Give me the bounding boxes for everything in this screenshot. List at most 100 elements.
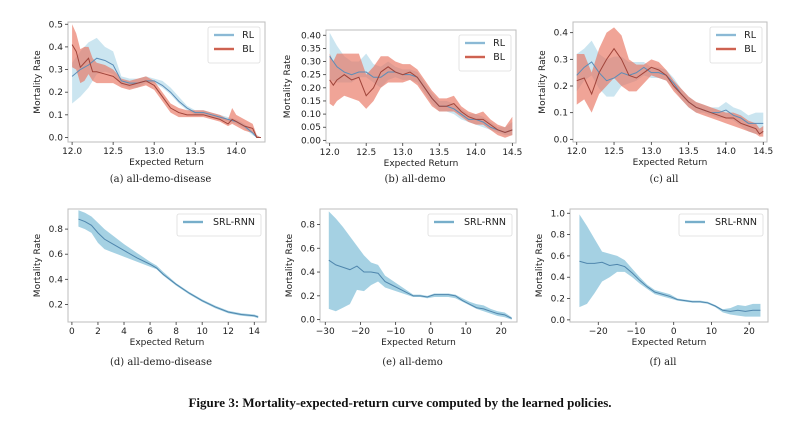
- y-tick-label: 0.35: [301, 44, 321, 54]
- x-axis-label: Expected Return: [384, 159, 459, 169]
- x-axis-label: Expected Return: [632, 338, 707, 348]
- legend-label-srl-rnn: SRL-RNN: [464, 217, 506, 228]
- confidence-band-rl: [72, 37, 261, 138]
- plot-marks: [71, 24, 261, 138]
- y-tick-label: 0.05: [301, 123, 321, 133]
- y-tick-label: 0.8: [551, 231, 566, 241]
- x-tick-label: 8: [173, 327, 179, 337]
- subplot-e: −30 −20 −10 0 10 20 0.0 0.2 0.4 0.6 0.8 Expected Re…: [285, 208, 518, 368]
- x-tick-label: −20: [589, 327, 608, 337]
- y-axis-label: Mortality Rate: [33, 50, 43, 114]
- y-tick-label: 0.00: [301, 136, 321, 146]
- legend: RL BL: [458, 34, 512, 72]
- x-tick-label: 0: [69, 327, 75, 337]
- x-axis-label: Expected Return: [381, 338, 456, 348]
- y-tick-label: 0.1: [49, 111, 63, 121]
- y-tick-label: 0.30: [301, 58, 321, 68]
- x-tick-label: 12.5: [103, 147, 123, 157]
- plot-marks: [78, 210, 259, 319]
- x-tick-label: 0: [428, 327, 434, 337]
- legend-label-bl: BL: [242, 44, 255, 55]
- y-tick-label: 0.8: [301, 220, 316, 230]
- legend-label-rl: RL: [744, 30, 757, 41]
- axes-frame: [572, 21, 768, 143]
- x-tick-label: 13.0: [641, 147, 661, 157]
- x-tick-label: 20: [495, 327, 507, 337]
- legend-label-rl: RL: [493, 38, 506, 49]
- x-axis-label: Expected Return: [129, 158, 204, 168]
- x-tick-label: 12.5: [356, 148, 376, 158]
- y-tick-label: 0.3: [554, 55, 568, 65]
- axes-frame: [67, 208, 267, 323]
- legend-label-srl-rnn: SRL-RNN: [715, 217, 757, 228]
- y-axis-label: Mortality Rate: [285, 233, 295, 297]
- axes-frame: [67, 21, 266, 143]
- y-tick-label: 0.6: [49, 250, 64, 260]
- y-tick-label: 0.6: [301, 244, 316, 254]
- y-tick-label: 0.3: [49, 66, 63, 76]
- x-tick-label: −10: [386, 327, 405, 337]
- y-tick-label: 0.25: [301, 71, 321, 81]
- x-tick-label: 12.0: [567, 147, 587, 157]
- x-tick-label: 13.0: [393, 148, 413, 158]
- subplot-f: −20 −10 0 10 20 0.0 0.2 0.4 0.6 0.8 1.0 Expected Re…: [535, 208, 769, 368]
- series-line-rl: [576, 61, 764, 124]
- subplot-c: 12.0 12.5 13.0 13.5 14.0 14.5 0.0 0.1 0.2 0.3 0.4 E…: [538, 21, 773, 185]
- y-tick-label: 0.2: [301, 292, 315, 302]
- x-tick-label: 6: [147, 327, 153, 337]
- y-tick-label: 0.8: [49, 225, 64, 235]
- y-tick-label: 0.40: [301, 31, 321, 41]
- subplot-caption: (a) all-demo-disease: [110, 174, 212, 185]
- x-tick-label: 13.5: [185, 147, 205, 157]
- figure-caption: Figure 3: Mortality-expected-return curv…: [188, 395, 612, 410]
- y-tick-label: 0.4: [301, 268, 316, 278]
- x-tick-label: 14: [249, 327, 261, 337]
- y-tick-label: 0.15: [301, 97, 321, 107]
- subplot-a: 12.0 12.5 13.0 13.5 14.0 0.0 0.1 0.2 0.3 0.4 0.5 Ex…: [33, 20, 266, 185]
- y-tick-label: 0.1: [554, 109, 568, 119]
- y-tick-label: 0.4: [49, 275, 64, 285]
- legend-label-bl: BL: [744, 44, 757, 55]
- legend-box: [678, 213, 764, 237]
- confidence-band-bl: [72, 24, 261, 138]
- y-tick-label: 0.0: [301, 316, 316, 326]
- subplot-caption: (c) all: [650, 174, 679, 185]
- subplot-d: 0 2 4 6 8 10 12 14 0.2 0.4 0.6 0.8 Expected Return Mo…: [33, 208, 267, 368]
- y-tick-label: 0.10: [301, 110, 321, 120]
- legend: RL BL: [709, 26, 763, 64]
- y-axis-label: Mortality Rate: [535, 233, 545, 297]
- x-tick-label: 12.0: [320, 148, 340, 158]
- x-tick-label: 4: [121, 327, 127, 337]
- legend-box: [176, 213, 262, 237]
- x-tick-label: −10: [627, 327, 646, 337]
- legend-label-srl-rnn: SRL-RNN: [213, 217, 255, 228]
- y-tick-label: 0.0: [554, 135, 569, 145]
- x-tick-label: 14.5: [502, 148, 522, 158]
- x-axis-label: Expected Return: [633, 158, 708, 168]
- y-tick-label: 0.2: [554, 82, 568, 92]
- x-tick-label: 10: [460, 327, 472, 337]
- plot-marks: [328, 211, 512, 320]
- x-tick-label: 14.0: [226, 147, 246, 157]
- y-tick-label: 0.6: [551, 252, 566, 262]
- plot-marks: [576, 27, 764, 137]
- y-tick-label: 0.4: [49, 43, 64, 53]
- axes-frame: [319, 208, 518, 323]
- confidence-band-srl-rnn: [328, 211, 512, 320]
- axes-frame: [569, 208, 769, 323]
- subplot-caption: (d) all-demo-disease: [110, 357, 212, 368]
- subplot-b: 12.0 12.5 13.0 13.5 14.0 14.5 0.00 0.05 0.10 0.15…: [283, 29, 522, 185]
- confidence-band-bl: [329, 53, 513, 138]
- y-axis-label: Mortality Rate: [538, 50, 548, 114]
- subplot-caption: (e) all-demo: [382, 357, 442, 368]
- subplot-caption: (b) all-demo: [385, 174, 446, 185]
- y-tick-label: 0.2: [49, 88, 63, 98]
- x-axis-label: Expected Return: [130, 338, 205, 348]
- y-tick-label: 0.0: [551, 316, 566, 326]
- y-tick-label: 0.4: [551, 273, 566, 283]
- x-tick-label: −20: [351, 327, 370, 337]
- x-tick-label: 12.5: [604, 147, 624, 157]
- confidence-band-bl: [576, 27, 764, 137]
- x-tick-label: 12: [222, 327, 233, 337]
